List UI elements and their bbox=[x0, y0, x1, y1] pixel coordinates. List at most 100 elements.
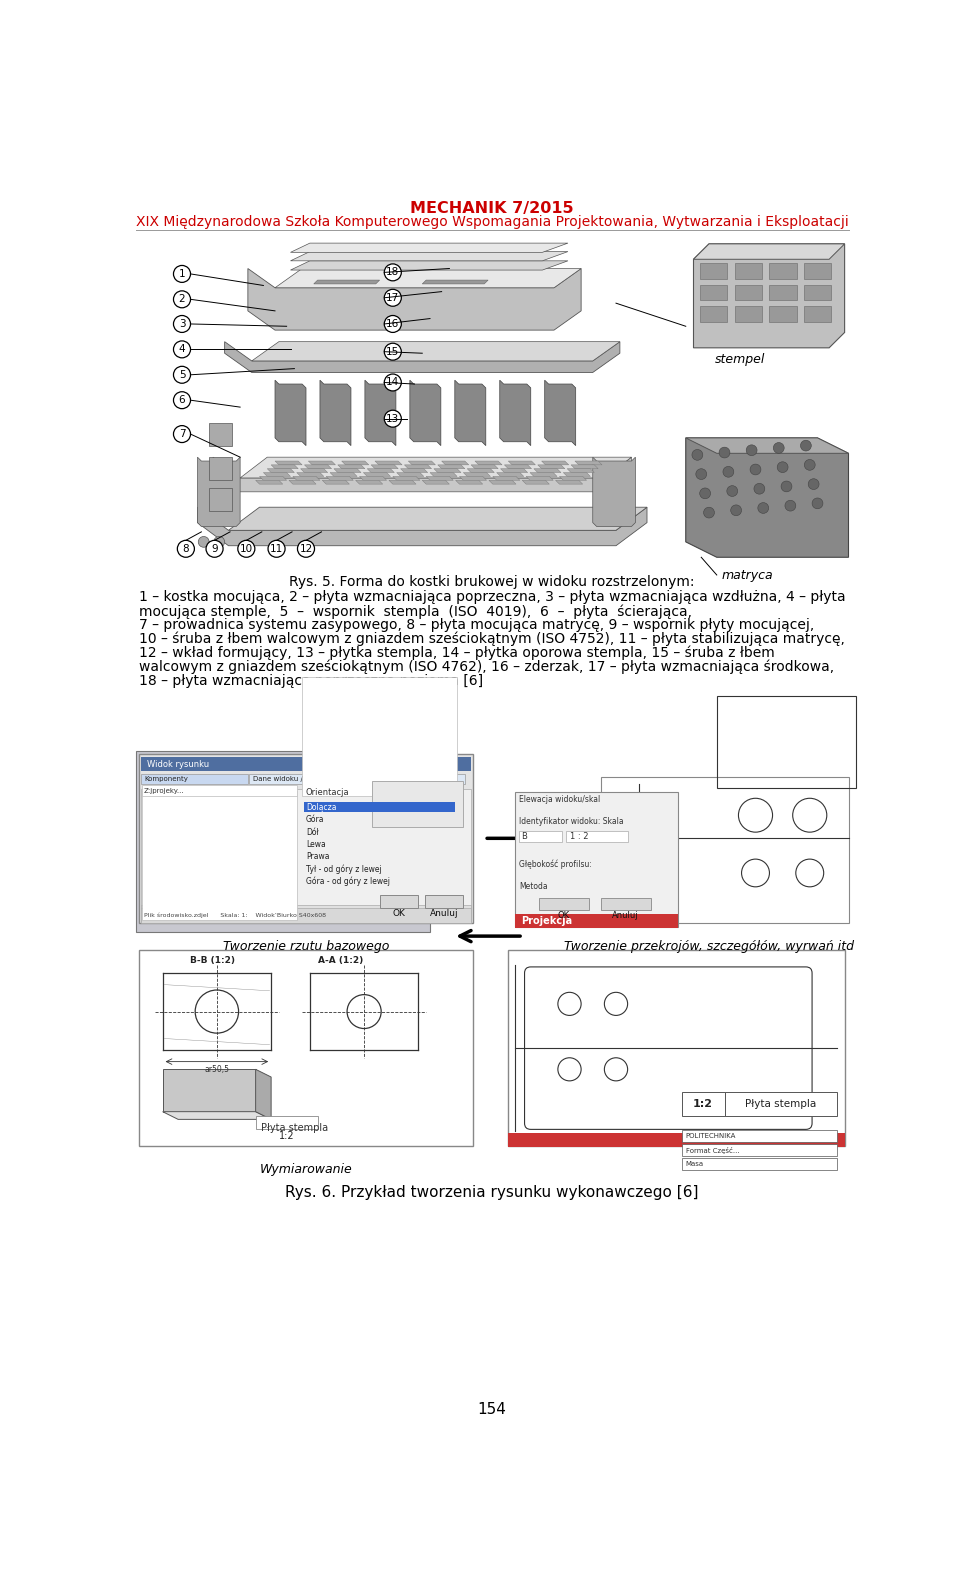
Polygon shape bbox=[422, 279, 488, 284]
Circle shape bbox=[757, 503, 769, 514]
FancyBboxPatch shape bbox=[725, 1092, 837, 1116]
Polygon shape bbox=[396, 472, 423, 477]
Polygon shape bbox=[700, 306, 727, 322]
FancyBboxPatch shape bbox=[516, 792, 678, 927]
Circle shape bbox=[778, 461, 788, 472]
Text: 16: 16 bbox=[386, 319, 399, 329]
Polygon shape bbox=[693, 244, 845, 348]
Circle shape bbox=[727, 485, 737, 496]
Polygon shape bbox=[259, 477, 287, 480]
Polygon shape bbox=[275, 380, 306, 445]
Text: B: B bbox=[521, 832, 527, 841]
Polygon shape bbox=[464, 472, 491, 477]
Text: 1 – kostka mocująca, 2 – płyta wzmacniająca poprzeczna, 3 – płyta wzmacniająca w: 1 – kostka mocująca, 2 – płyta wzmacniaj… bbox=[139, 591, 846, 605]
FancyBboxPatch shape bbox=[139, 950, 472, 1146]
Text: 18 – płyta wzmacniająca poprzeczna pozioma [6]: 18 – płyta wzmacniająca poprzeczna pozio… bbox=[139, 674, 484, 688]
Polygon shape bbox=[541, 461, 568, 464]
Circle shape bbox=[384, 373, 401, 391]
Circle shape bbox=[754, 484, 765, 495]
Polygon shape bbox=[359, 477, 387, 480]
Polygon shape bbox=[297, 472, 324, 477]
Polygon shape bbox=[430, 472, 457, 477]
Polygon shape bbox=[308, 461, 335, 464]
Text: 18: 18 bbox=[386, 268, 399, 278]
Text: 8: 8 bbox=[182, 544, 189, 554]
Polygon shape bbox=[571, 464, 598, 469]
Polygon shape bbox=[442, 461, 468, 464]
Text: Identyfikator widoku: Skala: Identyfikator widoku: Skala bbox=[519, 817, 624, 825]
Text: Tył - od góry z lewej: Tył - od góry z lewej bbox=[306, 865, 382, 875]
Polygon shape bbox=[400, 469, 427, 472]
Text: Płyta stempla: Płyta stempla bbox=[745, 1100, 816, 1109]
Polygon shape bbox=[209, 423, 232, 445]
Polygon shape bbox=[248, 268, 581, 330]
Polygon shape bbox=[700, 263, 727, 279]
FancyBboxPatch shape bbox=[424, 895, 464, 908]
Text: MECHANIK 7/2015: MECHANIK 7/2015 bbox=[410, 201, 574, 215]
Circle shape bbox=[696, 469, 707, 479]
Circle shape bbox=[384, 289, 401, 306]
Polygon shape bbox=[408, 461, 436, 464]
Text: 10 – śruba z łbem walcowym z gniazdem sześciokątnym (ISO 4752), 11 – płyta stabi: 10 – śruba z łbem walcowym z gniazdem sz… bbox=[139, 632, 845, 646]
Polygon shape bbox=[456, 480, 483, 484]
Text: 6: 6 bbox=[179, 396, 185, 405]
Text: 11: 11 bbox=[270, 544, 283, 554]
Polygon shape bbox=[404, 464, 432, 469]
Polygon shape bbox=[567, 469, 594, 472]
Polygon shape bbox=[267, 469, 295, 472]
Polygon shape bbox=[534, 469, 561, 472]
FancyBboxPatch shape bbox=[508, 950, 845, 1146]
Polygon shape bbox=[471, 464, 498, 469]
FancyBboxPatch shape bbox=[682, 1130, 837, 1143]
Polygon shape bbox=[475, 461, 502, 464]
Polygon shape bbox=[393, 477, 420, 480]
Text: ar50,5: ar50,5 bbox=[204, 1066, 229, 1074]
FancyBboxPatch shape bbox=[250, 774, 356, 784]
Polygon shape bbox=[438, 464, 465, 469]
Polygon shape bbox=[323, 480, 349, 484]
FancyBboxPatch shape bbox=[601, 899, 651, 910]
FancyBboxPatch shape bbox=[519, 832, 562, 843]
Text: Anuluj: Anuluj bbox=[430, 910, 458, 918]
Text: POLITECHNIKA: POLITECHNIKA bbox=[685, 1133, 736, 1140]
Text: A-A (1:2): A-A (1:2) bbox=[318, 956, 363, 966]
Text: 9: 9 bbox=[211, 544, 218, 554]
Circle shape bbox=[174, 290, 190, 308]
Polygon shape bbox=[804, 263, 831, 279]
Text: Format Część...: Format Część... bbox=[685, 1146, 739, 1154]
Polygon shape bbox=[575, 461, 602, 464]
Polygon shape bbox=[213, 456, 632, 492]
Polygon shape bbox=[504, 464, 532, 469]
Polygon shape bbox=[468, 469, 494, 472]
Text: Prawa: Prawa bbox=[306, 852, 329, 862]
Polygon shape bbox=[770, 284, 797, 300]
Polygon shape bbox=[526, 477, 553, 480]
Polygon shape bbox=[685, 437, 849, 557]
Polygon shape bbox=[426, 477, 453, 480]
Polygon shape bbox=[560, 477, 587, 480]
Text: Anuluj: Anuluj bbox=[612, 911, 638, 919]
FancyBboxPatch shape bbox=[141, 774, 248, 784]
Circle shape bbox=[384, 316, 401, 332]
Text: 14: 14 bbox=[386, 378, 399, 388]
FancyBboxPatch shape bbox=[601, 777, 849, 922]
Circle shape bbox=[746, 445, 757, 455]
Circle shape bbox=[692, 450, 703, 460]
Polygon shape bbox=[372, 464, 398, 469]
Circle shape bbox=[199, 536, 209, 547]
Polygon shape bbox=[365, 380, 396, 445]
Polygon shape bbox=[293, 477, 320, 480]
Polygon shape bbox=[804, 284, 831, 300]
Text: 4: 4 bbox=[179, 345, 185, 354]
Polygon shape bbox=[734, 306, 761, 322]
Circle shape bbox=[384, 343, 401, 361]
Circle shape bbox=[174, 265, 190, 282]
Polygon shape bbox=[522, 480, 549, 484]
Text: Góra - od góry z lewej: Góra - od góry z lewej bbox=[306, 876, 390, 886]
FancyBboxPatch shape bbox=[141, 905, 471, 921]
Circle shape bbox=[174, 426, 190, 442]
Polygon shape bbox=[275, 268, 581, 287]
Polygon shape bbox=[330, 472, 357, 477]
Text: mocująca stemple,  5  –  wspornik  stempla  (ISO  4019),  6  –  płyta  ścierając: mocująca stemple, 5 – wspornik stempla (… bbox=[139, 605, 692, 619]
Polygon shape bbox=[363, 472, 391, 477]
